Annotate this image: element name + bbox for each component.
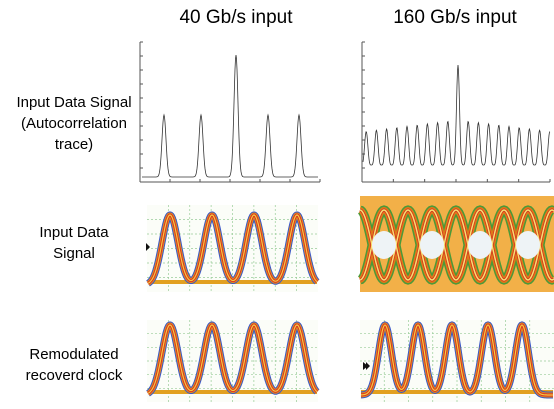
eye-trace — [359, 209, 554, 281]
panels — [139, 41, 554, 402]
eye-opening — [372, 231, 396, 259]
row-label: (Autocorrelation — [21, 115, 127, 132]
row-label: Input Data Signal — [16, 94, 131, 111]
eye-trace — [361, 324, 553, 396]
eye-opening — [420, 231, 444, 259]
marker — [363, 362, 368, 370]
row-label: trace) — [55, 136, 93, 153]
eye-trace — [359, 209, 554, 281]
row-label: recoverd clock — [26, 367, 123, 384]
eye-opening — [516, 231, 540, 259]
trace — [362, 64, 551, 166]
eye-trace — [147, 214, 318, 284]
column-title: 160 Gb/s input — [393, 7, 517, 28]
eye-trace — [147, 324, 318, 394]
row-label: Remodulated — [29, 346, 118, 363]
trace — [142, 54, 318, 178]
eye-opening — [468, 231, 492, 259]
column-title: 40 Gb/s input — [179, 7, 293, 28]
row-label: Signal — [53, 245, 95, 262]
row-label: Input Data — [39, 224, 109, 241]
marker — [146, 243, 150, 251]
